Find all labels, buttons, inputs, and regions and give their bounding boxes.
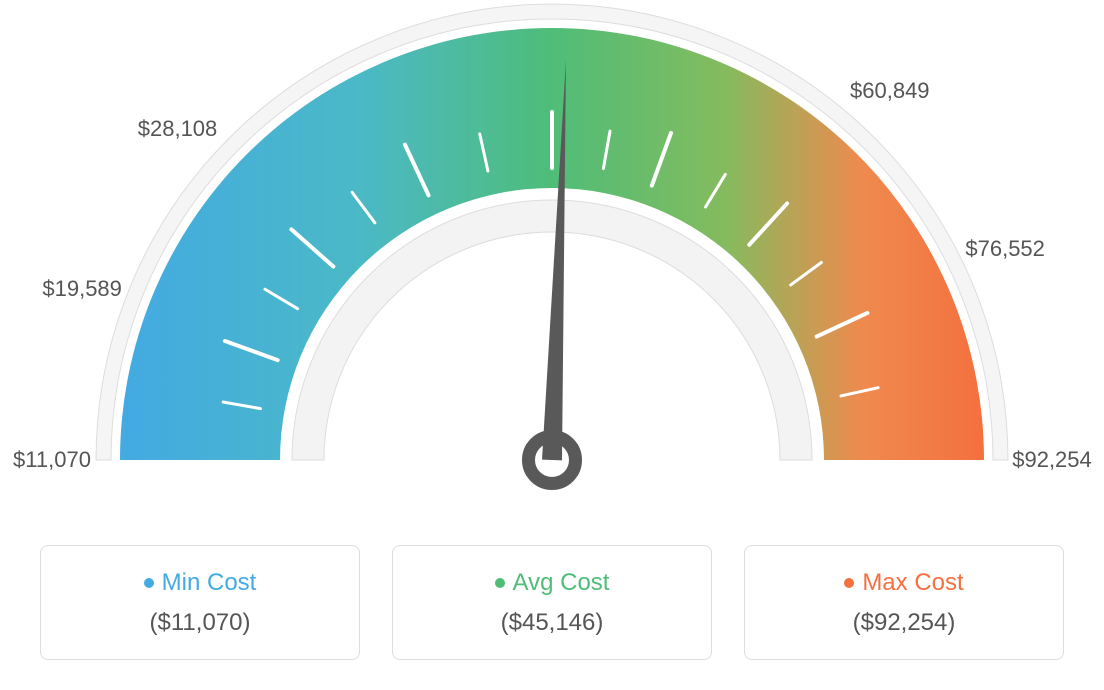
- legend-title-min: Min Cost: [144, 569, 257, 597]
- legend-value-avg: ($45,146): [501, 609, 604, 637]
- legend-value-min: ($11,070): [150, 609, 251, 637]
- legend-card-max: Max Cost ($92,254): [744, 545, 1064, 660]
- legend-label-max: Max Cost: [862, 569, 963, 597]
- gauge-svg: [0, 0, 1104, 520]
- scale-label: $19,589: [42, 276, 122, 302]
- legend-dot-avg: [495, 578, 505, 588]
- scale-label: $11,070: [13, 447, 91, 473]
- scale-label: $60,849: [850, 78, 930, 104]
- scale-label: $76,552: [965, 236, 1045, 262]
- legend-dot-min: [144, 578, 154, 588]
- scale-label: $28,108: [138, 116, 218, 142]
- scale-label: $92,254: [1012, 447, 1092, 473]
- legend-label-avg: Avg Cost: [513, 569, 610, 597]
- legend-value-max: ($92,254): [853, 609, 956, 637]
- legend-card-min: Min Cost ($11,070): [40, 545, 360, 660]
- legend-row: Min Cost ($11,070) Avg Cost ($45,146) Ma…: [0, 545, 1104, 660]
- legend-dot-max: [844, 578, 854, 588]
- legend-card-avg: Avg Cost ($45,146): [392, 545, 712, 660]
- legend-title-avg: Avg Cost: [495, 569, 610, 597]
- gauge-chart: $11,070$19,589$28,108$45,146$60,849$76,5…: [0, 0, 1104, 520]
- legend-label-min: Min Cost: [162, 569, 257, 597]
- legend-title-max: Max Cost: [844, 569, 963, 597]
